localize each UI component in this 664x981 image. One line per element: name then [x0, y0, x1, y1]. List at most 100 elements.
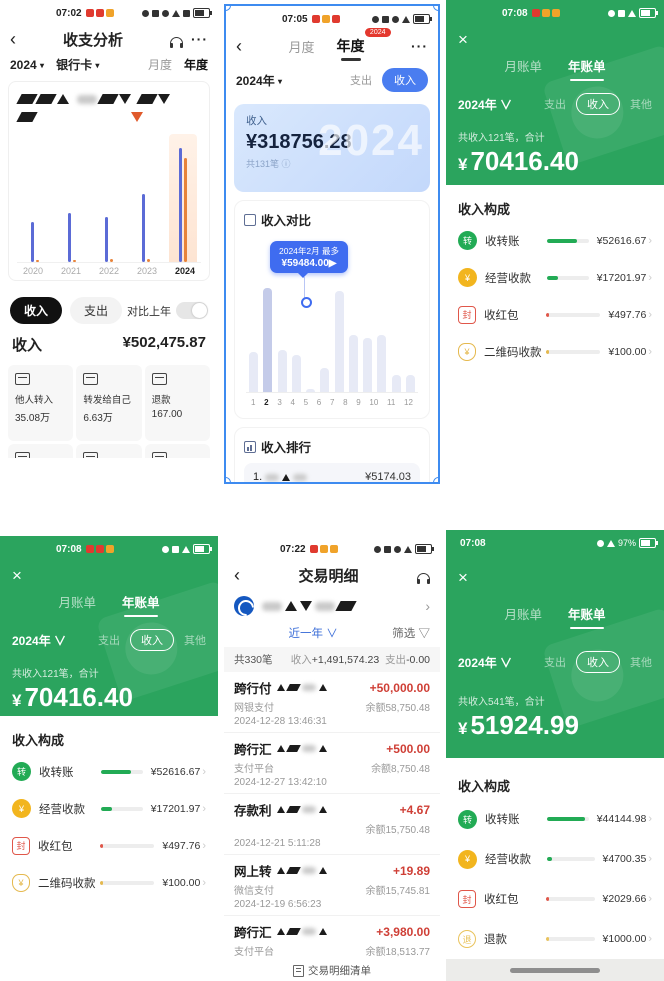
bar-支出-2024[interactable]	[184, 158, 187, 262]
bar-收入-2020[interactable]	[31, 222, 34, 262]
year-dropdown[interactable]: 2024年 ▾	[236, 73, 283, 88]
selection-handle-bottom-right[interactable]	[433, 477, 438, 482]
composition-row[interactable]: 转 收转账 ¥52616.67 ›	[12, 753, 206, 790]
bar-month-2[interactable]	[263, 288, 273, 392]
tab-monthly-bill[interactable]: 月账单	[504, 60, 542, 74]
income-pill[interactable]: 收入	[10, 297, 63, 324]
compare-toggle[interactable]	[176, 302, 208, 319]
transaction-row[interactable]: 网上转 +19.89 微信支付 余额15,745.81 2024-12-19 6…	[224, 855, 440, 916]
filter-button[interactable]: 筛选 ▽	[392, 628, 430, 640]
category-cell[interactable]: 还记付信用卡 184.80	[76, 444, 142, 458]
composition-row[interactable]: 封 收红包 ¥497.76 ›	[458, 296, 652, 333]
expense-pill[interactable]: 支出	[70, 297, 123, 324]
bank-account-row[interactable]: ›	[224, 590, 440, 622]
year-bar-group-2022[interactable]	[95, 134, 123, 262]
year-bar-group-2021[interactable]	[58, 134, 86, 262]
tab-yearly-bill[interactable]: 年账单	[122, 592, 160, 617]
tab-yearly[interactable]: 年度 2024	[337, 28, 391, 61]
bar-month-6[interactable]	[320, 367, 330, 392]
detail-list-footer-button[interactable]: 交易明细清单	[224, 959, 440, 981]
income-tab-selected[interactable]: 收入	[576, 93, 620, 115]
tab-monthly[interactable]: 月度	[288, 39, 315, 55]
expense-tab[interactable]: 支出	[98, 635, 120, 647]
transaction-row[interactable]: 存款利 +4.67 余额15,750.48 2024-12-21 5:11:28	[224, 794, 440, 855]
tab-yearly-bill[interactable]: 年账单	[568, 56, 606, 81]
expense-tab[interactable]: 支出	[544, 657, 566, 669]
ranking-row[interactable]: 1. ¥5174.03	[244, 463, 420, 482]
composition-row[interactable]: 退 退款 ¥1000.00 ›	[458, 919, 652, 959]
category-cell[interactable]: 他人转入 35.08万	[8, 365, 74, 441]
bar-month-11[interactable]	[391, 374, 401, 392]
year-dropdown[interactable]: 2024年 ∨	[458, 97, 513, 112]
income-tab-selected[interactable]: 收入	[576, 651, 620, 673]
bar-month-3[interactable]	[277, 350, 287, 392]
year-bar-group-2023[interactable]	[132, 134, 160, 262]
close-button[interactable]: ×	[12, 566, 22, 585]
close-button[interactable]: ×	[458, 568, 468, 587]
bar-month-7[interactable]	[334, 290, 344, 392]
other-tab[interactable]: 其他	[184, 635, 206, 647]
other-tab[interactable]: 其他	[630, 657, 652, 669]
selection-handle-top-right[interactable]	[433, 6, 438, 11]
year-dropdown[interactable]: 2024 ▾	[10, 57, 45, 72]
bar-支出-2020[interactable]	[36, 259, 39, 262]
composition-row[interactable]: ¥ 二维码收款 ¥100.00 ›	[12, 864, 206, 901]
bar-month-4[interactable]	[291, 355, 301, 392]
income-tab-selected[interactable]: 收入	[130, 629, 174, 651]
headset-icon[interactable]	[170, 36, 183, 48]
txn-balance: 余额58,750.48	[365, 703, 431, 714]
filter-row: 2024年 ∨ 支出 收入 其他	[0, 617, 218, 651]
bar-month-9[interactable]	[363, 338, 373, 392]
year-bar-group-2020[interactable]	[21, 134, 49, 262]
back-button[interactable]: ‹	[234, 565, 240, 585]
selection-handle-bottom-left[interactable]	[226, 477, 231, 482]
expense-tab[interactable]: 支出	[544, 99, 566, 111]
composition-row[interactable]: ¥ 经营收款 ¥17201.97 ›	[458, 259, 652, 296]
tab-yearly[interactable]: 年度	[183, 58, 208, 72]
year-dropdown[interactable]: 2024年 ∨	[12, 633, 67, 648]
bar-收入-2024[interactable]	[179, 147, 182, 262]
bar-收入-2021[interactable]	[68, 213, 71, 262]
composition-row[interactable]: 封 收红包 ¥2029.66 ›	[458, 879, 652, 919]
other-tab[interactable]: 其他	[630, 99, 652, 111]
year-dropdown[interactable]: 2024年 ∨	[458, 655, 513, 670]
composition-row[interactable]: ¥ 二维码收款 ¥100.00 ›	[458, 333, 652, 370]
home-indicator[interactable]	[510, 967, 600, 973]
income-tab-selected[interactable]: 收入	[382, 68, 428, 92]
back-button[interactable]: ‹	[10, 29, 16, 49]
back-button[interactable]: ‹	[236, 35, 242, 56]
composition-row[interactable]: 封 收红包 ¥497.76 ›	[12, 827, 206, 864]
more-button[interactable]: ···	[191, 31, 208, 47]
bar-支出-2023[interactable]	[147, 258, 150, 262]
tab-yearly-bill[interactable]: 年账单	[568, 604, 606, 629]
bar-month-5[interactable]	[306, 389, 316, 392]
transaction-row[interactable]: 跨行付 +50,000.00 网银支付 余额58,750.48 2024-12-…	[224, 672, 440, 733]
category-cell[interactable]: 更多(2类) 6.07	[144, 444, 210, 458]
expense-tab[interactable]: 支出	[350, 75, 372, 87]
year-bar-group-2024[interactable]	[169, 134, 197, 262]
bar-month-8[interactable]	[348, 334, 358, 392]
date-range-dropdown[interactable]: 近一年 ∨	[288, 628, 338, 640]
tab-monthly-bill[interactable]: 月账单	[58, 596, 96, 610]
composition-row[interactable]: ¥ 经营收款 ¥17201.97 ›	[12, 790, 206, 827]
composition-row[interactable]: ¥ 经营收款 ¥4700.35 ›	[458, 839, 652, 879]
bar-支出-2021[interactable]	[73, 259, 76, 262]
headset-icon[interactable]	[417, 572, 430, 584]
card-dropdown[interactable]: 银行卡 ▾	[56, 58, 100, 72]
category-cell[interactable]: 退款 167.00	[144, 365, 210, 441]
tab-monthly[interactable]: 月度	[147, 58, 172, 72]
bar-month-10[interactable]	[377, 335, 387, 392]
bar-支出-2022[interactable]	[110, 259, 113, 262]
category-cell[interactable]: 转发给自己 6.63万	[76, 365, 142, 441]
bar-month-12[interactable]	[405, 374, 415, 392]
transaction-row[interactable]: 跨行汇 +500.00 支付平台 余额8,750.48 2024-12-27 1…	[224, 733, 440, 794]
bar-month-1[interactable]	[249, 351, 258, 392]
tab-monthly-bill[interactable]: 月账单	[504, 608, 542, 622]
close-button[interactable]: ×	[458, 30, 468, 49]
more-button[interactable]: ···	[411, 38, 428, 54]
bar-收入-2023[interactable]	[142, 193, 145, 262]
composition-row[interactable]: 转 收转账 ¥44144.98 ›	[458, 799, 652, 839]
bar-收入-2022[interactable]	[105, 216, 108, 262]
category-cell[interactable]: 奖酬 8.50万	[8, 444, 74, 458]
composition-row[interactable]: 转 收转账 ¥52616.67 ›	[458, 222, 652, 259]
